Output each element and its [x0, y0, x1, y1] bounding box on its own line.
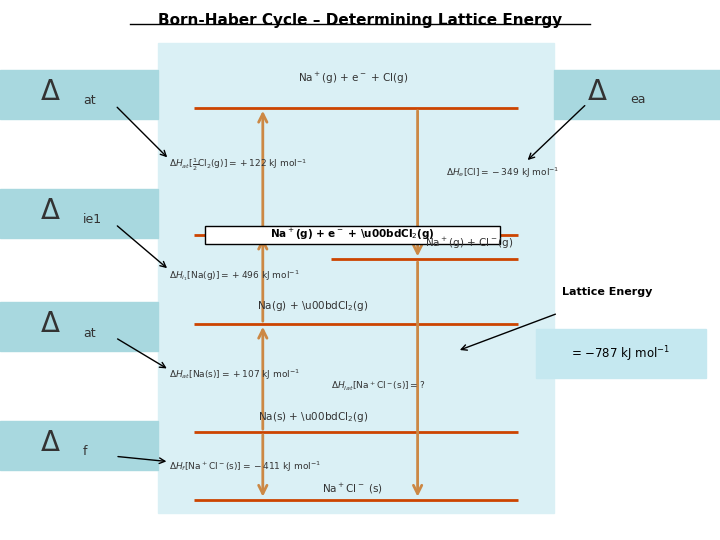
Text: Na(s) + \u00bdCl$_2$(g): Na(s) + \u00bdCl$_2$(g): [258, 410, 369, 424]
Bar: [554, 70, 720, 119]
Text: Na$^+$(g) + e$^-$ + Cl(g): Na$^+$(g) + e$^-$ + Cl(g): [297, 71, 408, 86]
Bar: [158, 43, 554, 513]
Text: Na$^+$Cl$^-$ (s): Na$^+$Cl$^-$ (s): [323, 482, 383, 496]
Bar: [0, 70, 158, 119]
Text: Lattice Energy: Lattice Energy: [562, 287, 652, 296]
Text: Born-Haber Cycle – Determining Lattice Energy: Born-Haber Cycle – Determining Lattice E…: [158, 14, 562, 29]
Text: Na$^+$(g) + Cl$^-$(g): Na$^+$(g) + Cl$^-$(g): [425, 236, 513, 251]
Text: ie1: ie1: [83, 213, 102, 226]
Text: Δ: Δ: [41, 310, 60, 338]
Bar: [0, 421, 158, 470]
Text: $\Delta H_{at}[\frac{1}{2}\mathrm{Cl_2(g)}] = +122\ \mathrm{kJ\ mol^{-1}}$: $\Delta H_{at}[\frac{1}{2}\mathrm{Cl_2(g…: [169, 157, 307, 173]
Text: $\Delta H_f[\mathrm{Na^+Cl^-(s)}] = -411\ \mathrm{kJ\ mol^{-1}}$: $\Delta H_f[\mathrm{Na^+Cl^-(s)}] = -411…: [169, 460, 321, 474]
Text: Δ: Δ: [588, 78, 607, 106]
Text: Δ: Δ: [41, 429, 60, 457]
Text: at: at: [83, 327, 96, 340]
Text: = $-$787 kJ mol$^{-1}$: = $-$787 kJ mol$^{-1}$: [571, 344, 670, 363]
Bar: [0, 302, 158, 351]
Text: ea: ea: [630, 93, 646, 106]
Text: Δ: Δ: [41, 78, 60, 106]
Text: Δ: Δ: [41, 197, 60, 225]
Text: Na(g) + \u00bdCl$_2$(g): Na(g) + \u00bdCl$_2$(g): [258, 299, 369, 313]
Text: $\Delta H_{i_1}[\mathrm{Na(g)}] = +496\ \mathrm{kJ\ mol^{-1}}$: $\Delta H_{i_1}[\mathrm{Na(g)}] = +496\ …: [169, 268, 300, 283]
Text: $\Delta H_{lat}[\mathrm{Na^+Cl^-(s)}] = ?$: $\Delta H_{lat}[\mathrm{Na^+Cl^-(s)}] = …: [331, 380, 426, 393]
Text: $\Delta H_e[\mathrm{Cl}] = -349\ \mathrm{kJ\ mol^{-1}}$: $\Delta H_e[\mathrm{Cl}] = -349\ \mathrm…: [446, 166, 560, 180]
Bar: [536, 329, 706, 378]
Text: at: at: [83, 94, 96, 107]
Bar: [0, 189, 158, 238]
Bar: [205, 226, 500, 244]
Text: Na$^+$(g) + e$^-$ + \u00bdCl$_2$(g): Na$^+$(g) + e$^-$ + \u00bdCl$_2$(g): [271, 227, 435, 242]
Text: $\Delta H_{at}[\mathrm{Na(s)}] = +107\ \mathrm{kJ\ mol^{-1}}$: $\Delta H_{at}[\mathrm{Na(s)}] = +107\ \…: [169, 368, 300, 382]
Text: f: f: [83, 446, 87, 458]
